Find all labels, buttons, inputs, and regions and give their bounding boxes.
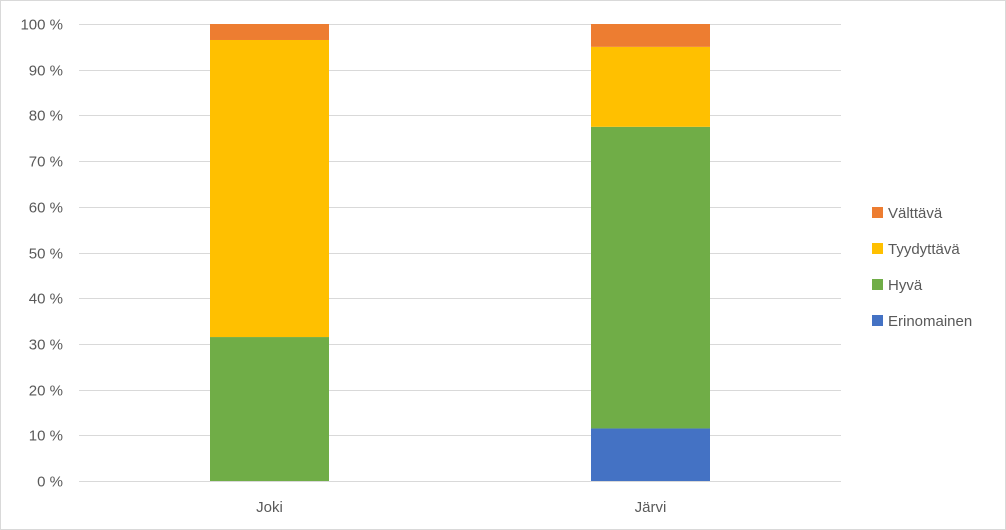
y-tick-label: 60 %: [29, 200, 63, 217]
bars: [210, 24, 710, 481]
y-axis-tick-labels: 0 % 10 % 20 % 30 % 40 % 50 % 60 % 70 % 80 % 90 % 1…: [20, 17, 63, 491]
y-tick-label: 90 %: [29, 63, 63, 80]
legend-label: Hyvä: [888, 277, 923, 294]
bar-segment: [210, 337, 329, 481]
bar-segment: [210, 24, 329, 40]
x-axis-category-labels: Joki Järvi: [256, 499, 666, 516]
bar-segment: [591, 46, 710, 127]
y-tick-label: 30 %: [29, 337, 63, 354]
legend-label: Tyydyttävä: [888, 241, 960, 258]
x-category-label: Järvi: [635, 499, 667, 516]
y-tick-label: 100 %: [20, 17, 63, 34]
legend: Välttävä Tyydyttävä Hyvä Erinomainen: [872, 205, 972, 330]
y-tick-label: 80 %: [29, 108, 63, 125]
legend-label: Välttävä: [888, 205, 943, 222]
x-category-label: Joki: [256, 499, 283, 516]
y-tick-label: 10 %: [29, 428, 63, 445]
y-tick-label: 0 %: [37, 474, 63, 491]
y-tick-label: 50 %: [29, 246, 63, 263]
y-tick-label: 40 %: [29, 291, 63, 308]
legend-swatch: [872, 315, 883, 326]
legend-swatch: [872, 243, 883, 254]
gridlines: [79, 24, 841, 482]
legend-swatch: [872, 207, 883, 218]
y-tick-label: 70 %: [29, 154, 63, 171]
bar-segment: [591, 126, 710, 429]
legend-swatch: [872, 279, 883, 290]
bar-segment: [210, 39, 329, 338]
bar-segment: [591, 24, 710, 47]
y-tick-label: 20 %: [29, 383, 63, 400]
bar-segment: [591, 428, 710, 481]
legend-label: Erinomainen: [888, 313, 972, 330]
